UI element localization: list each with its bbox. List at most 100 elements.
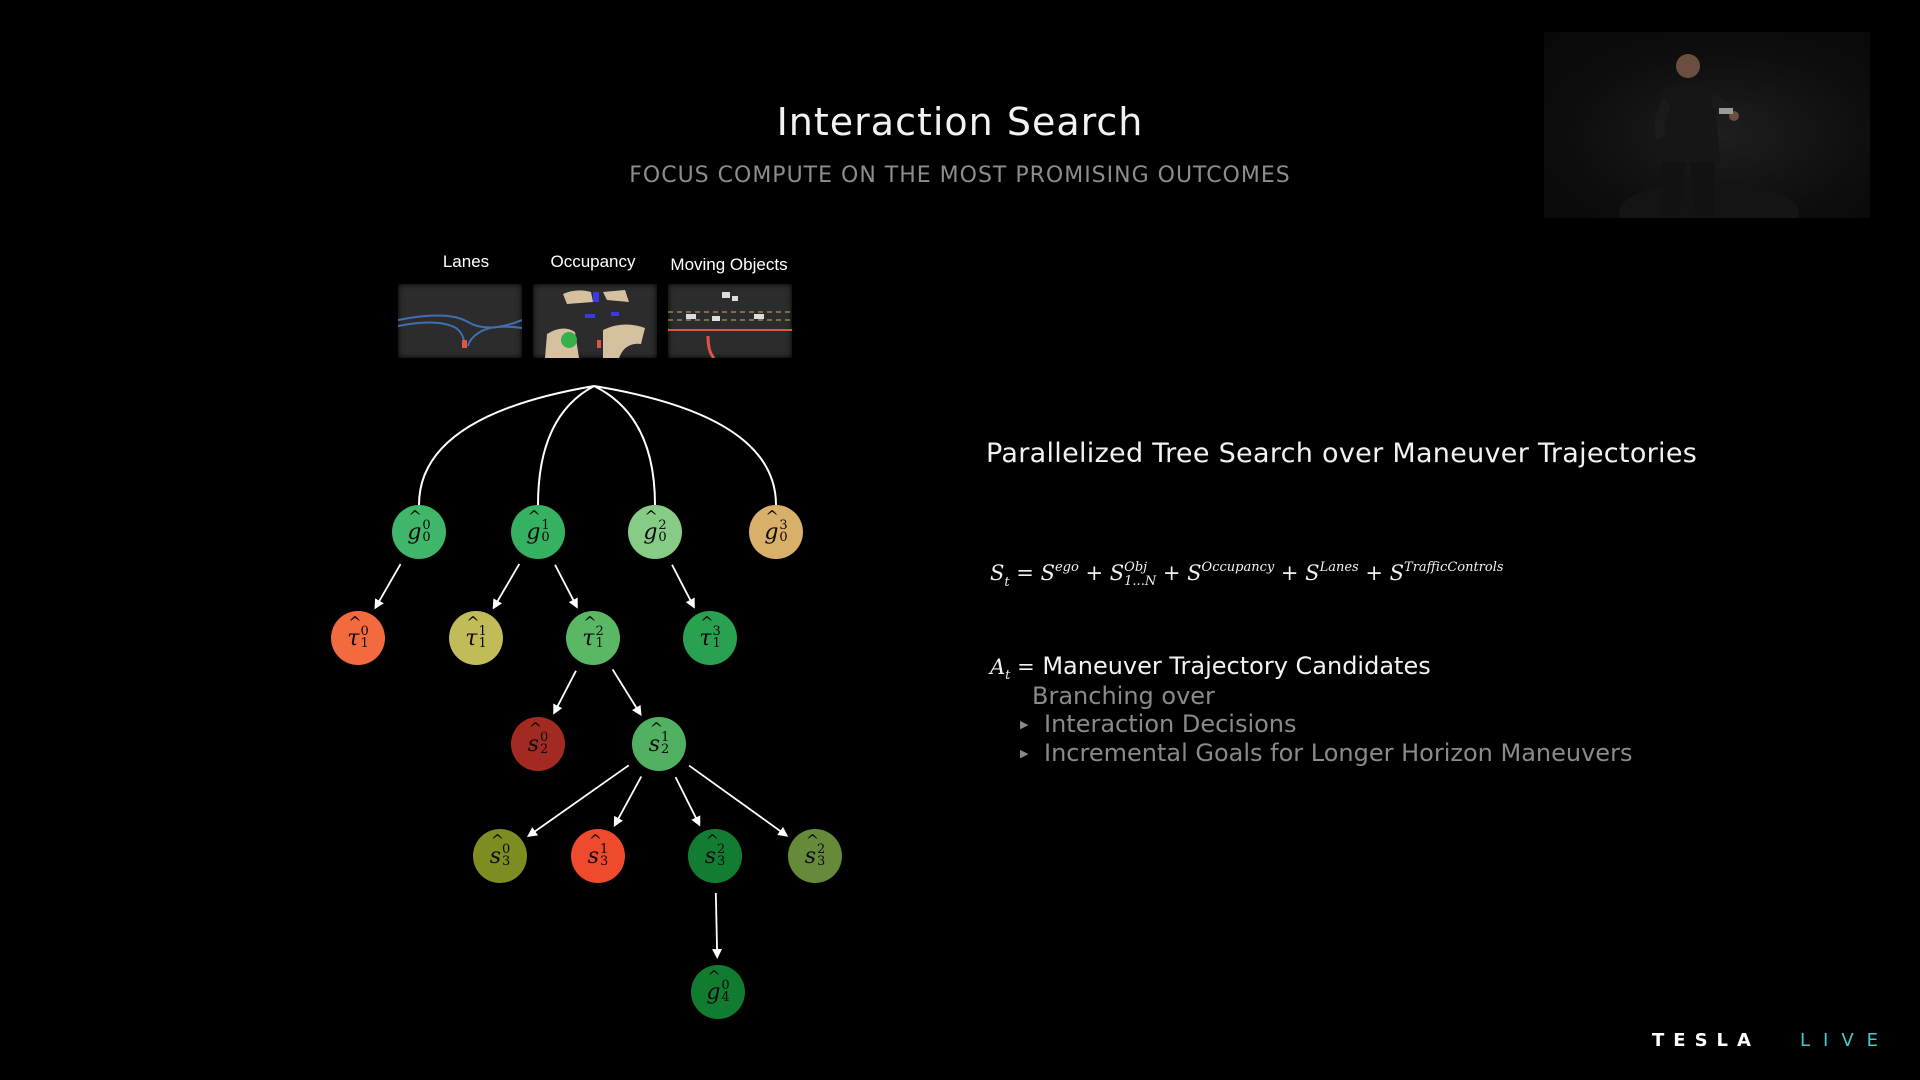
node-superscript: 2 [658, 518, 667, 533]
tree-edge-root-g0_2 [593, 385, 656, 506]
node-symbol: τ ^ [699, 612, 714, 651]
formula-term-4-sup: TrafficControls [1404, 560, 1504, 575]
node-subscript: 1 [360, 636, 369, 651]
input-label-moving-objects: Moving Objects [670, 255, 788, 274]
tesla-logo: TESLA [1652, 1030, 1760, 1051]
slide-subtitle: FOCUS COMPUTE ON THE MOST PROMISING OUTC… [629, 163, 1291, 188]
tree-edge-root-g0_3 [593, 385, 777, 506]
lanes-thumbnail [398, 284, 522, 358]
node-subscript: 1 [595, 636, 604, 651]
node-subscript: 0 [658, 530, 667, 545]
input-label-occupancy: Occupancy [550, 252, 636, 271]
tree-edge-g0_2-t1_3 [671, 564, 695, 609]
slide-title: Interaction Search [776, 100, 1144, 144]
node-superscript: 1 [541, 518, 550, 533]
tree-edge-t1_2-s2_0 [553, 670, 577, 715]
node-symbol: τ ^ [582, 612, 597, 651]
node-symbol: g ^ [764, 506, 779, 545]
node-subscript: 0 [422, 530, 431, 545]
tree-edge-s2_1-s3_0 [526, 764, 630, 837]
tree-node-g0-1: g ^ 1 0 [511, 505, 565, 559]
panel-heading: Parallelized Tree Search over Maneuver T… [986, 438, 1698, 469]
node-subscript: 3 [502, 854, 511, 869]
node-symbol: τ ^ [347, 612, 362, 651]
formula-lhs-sub: t [1004, 575, 1010, 590]
node-superscript: 3 [712, 624, 721, 639]
branching-label: Branching over [1032, 682, 1215, 710]
node-superscript: 3 [779, 518, 788, 533]
action-text: Maneuver Trajectory Candidates [1042, 652, 1431, 680]
node-superscript: 0 [540, 730, 549, 745]
tree-edge-root-g0_0 [418, 385, 595, 506]
formula-term-1: S [1109, 561, 1125, 585]
node-subscript: 1 [712, 636, 721, 651]
moving-objects-thumbnail [668, 284, 792, 358]
node-superscript: 1 [661, 730, 670, 745]
bullet-triangle-icon: ▶ [1020, 747, 1029, 760]
node-subscript: 1 [478, 636, 487, 651]
action-var: At = [990, 655, 1035, 684]
tree-node-s3-0: s ^ 0 3 [473, 829, 527, 883]
tree-edge-g0_1-t1_2 [554, 564, 578, 609]
node-subscript: 3 [600, 854, 609, 869]
tree-node-s3-3: s ^ 2 3 [788, 829, 842, 883]
action-definition: At = Maneuver Trajectory Candidates [990, 652, 1431, 683]
node-subscript: 2 [540, 742, 549, 757]
tree-edge-s2_1-s3_2 [674, 776, 701, 827]
node-symbol: s ^ [704, 830, 720, 869]
tree-edge-root-g0_1 [537, 385, 595, 506]
branching-list: ▶ Interaction Decisions ▶ Incremental Goal… [1020, 710, 1632, 768]
formula-term-3: S [1305, 561, 1320, 585]
formula-term-4: S [1389, 561, 1405, 585]
node-symbol: g ^ [643, 506, 658, 545]
formula-term-0: S [1040, 561, 1055, 585]
node-symbol: s ^ [587, 830, 603, 869]
node-symbol: τ ^ [465, 612, 480, 651]
formula-term-0-sup: ego [1054, 560, 1079, 575]
tree-node-s3-1: s ^ 1 3 [571, 829, 625, 883]
node-symbol: s ^ [489, 830, 505, 869]
tree-edge-g0_0-t1_0 [374, 563, 402, 610]
node-superscript: 1 [478, 624, 487, 639]
formula-term-2: S [1187, 561, 1202, 585]
node-symbol: g ^ [706, 966, 721, 1005]
tree-node-t1-3: τ ^ 3 1 [683, 611, 737, 665]
tree-node-t1-2: τ ^ 2 1 [566, 611, 620, 665]
node-superscript: 0 [360, 624, 369, 639]
node-symbol: g ^ [407, 506, 422, 545]
formula-term-3-sup: Lanes [1319, 560, 1359, 575]
tree-node-s2-1: s ^ 1 2 [632, 717, 686, 771]
node-symbol: s ^ [804, 830, 820, 869]
formula-term-1-sub: 1...N [1124, 573, 1157, 589]
tree-edge-s2_1-s3_1 [613, 776, 643, 828]
node-superscript: 1 [600, 842, 609, 857]
node-superscript: 2 [817, 842, 826, 857]
formula-term-2-sup: Occupancy [1201, 560, 1275, 575]
list-item: ▶ Interaction Decisions [1020, 710, 1297, 738]
input-label-lanes: Lanes [442, 252, 490, 271]
tree-node-t1-1: τ ^ 1 1 [449, 611, 503, 665]
tree-edge-g0_1-t1_1 [492, 563, 521, 610]
tree-edge-s2_1-s3_3 [688, 764, 789, 837]
tree-edge-t1_2-s2_1 [611, 668, 642, 716]
tree-node-g0-3: g ^ 3 0 [749, 505, 803, 559]
node-subscript: 3 [717, 854, 726, 869]
node-subscript: 0 [779, 530, 788, 545]
node-superscript: 2 [717, 842, 726, 857]
formula-lhs: S [990, 561, 1005, 585]
tree-node-g4-0: g ^ 0 4 [691, 965, 745, 1019]
tree-node-t1-0: τ ^ 0 1 [331, 611, 385, 665]
node-superscript: 2 [595, 624, 604, 639]
tree-node-s2-0: s ^ 0 2 [511, 717, 565, 771]
node-subscript: 3 [817, 854, 826, 869]
tree-edge-s3_2-g4_0 [712, 892, 723, 960]
tree-node-g0-2: g ^ 2 0 [628, 505, 682, 559]
list-item: ▶ Incremental Goals for Longer Horizon Ma… [1020, 739, 1633, 767]
live-logo: LIVE [1800, 1030, 1892, 1051]
node-symbol: g ^ [526, 506, 541, 545]
node-subscript: 2 [661, 742, 670, 757]
node-subscript: 0 [541, 530, 550, 545]
node-symbol: s ^ [648, 718, 664, 757]
node-superscript: 0 [502, 842, 511, 857]
